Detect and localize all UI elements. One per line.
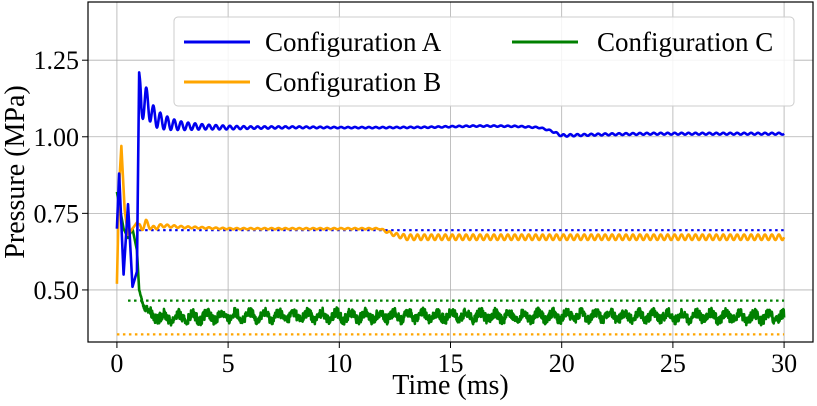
legend-box	[173, 16, 795, 107]
x-axis-label: Time (ms)	[392, 370, 508, 401]
series-line-configuration-a	[115, 71, 786, 289]
legend-label: Configuration C	[597, 27, 773, 57]
x-tick-label: 30	[771, 349, 797, 378]
y-axis-ticks: 0.50 0.75 1.00 1.25	[34, 46, 88, 305]
y-tick-label: 1.00	[34, 123, 80, 152]
x-tick-label: 10	[326, 349, 352, 378]
x-tick-label: 15	[438, 349, 464, 378]
x-tick-label: 5	[222, 349, 235, 378]
series-line-configuration-b	[115, 144, 786, 284]
legend-label: Configuration B	[265, 67, 441, 97]
legend: Configuration A Configuration B Configurat…	[173, 16, 795, 107]
x-tick-label: 20	[549, 349, 575, 378]
series-lines	[115, 71, 786, 327]
x-tick-label: 25	[660, 349, 686, 378]
legend-label: Configuration A	[265, 27, 442, 57]
x-axis-ticks: 0 5 10 15 20 25 30	[110, 342, 797, 378]
x-tick-label: 0	[110, 349, 123, 378]
series-line-configuration-c	[115, 191, 786, 327]
y-axis-label: Pressure (MPa)	[0, 85, 31, 258]
reference-lines	[116, 229, 785, 336]
y-tick-label: 0.75	[34, 199, 80, 228]
y-tick-label: 0.50	[34, 276, 80, 305]
y-tick-label: 1.25	[34, 46, 80, 75]
